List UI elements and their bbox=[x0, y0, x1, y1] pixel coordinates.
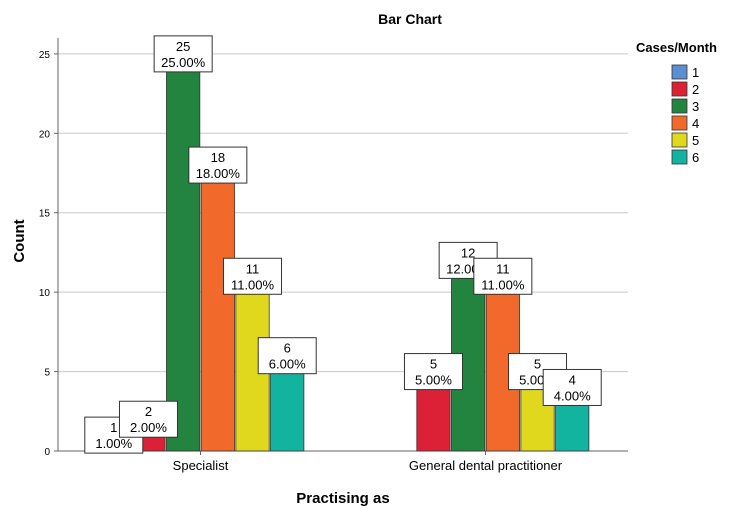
data-label-count: 11 bbox=[496, 261, 510, 276]
data-label-box bbox=[257, 337, 317, 375]
legend-label: 5 bbox=[692, 133, 699, 148]
data-label-percent: 6.00% bbox=[269, 357, 306, 372]
data-label-count: 1 bbox=[110, 420, 117, 435]
data-label-count: 5 bbox=[534, 357, 541, 372]
legend-swatch-4 bbox=[671, 115, 688, 131]
y-axis-ticks: 0 5 10 15 20 25 bbox=[39, 50, 58, 458]
y-axis-title: Count bbox=[11, 219, 28, 262]
data-label-count: 6 bbox=[284, 341, 291, 356]
data-label-box bbox=[188, 146, 248, 184]
data-label-percent: 25.00% bbox=[161, 55, 206, 70]
y-tick-label: 20 bbox=[39, 129, 51, 140]
y-tick-label: 10 bbox=[39, 288, 51, 299]
data-label-percent: 5.00% bbox=[415, 373, 452, 388]
data-labels: 11.00%22.00%2525.00%1818.00%1111.00%66.0… bbox=[84, 35, 602, 454]
legend-label: 6 bbox=[692, 150, 699, 165]
data-label-percent: 11.00% bbox=[481, 277, 525, 292]
chart-title: Bar Chart bbox=[378, 11, 442, 27]
y-tick-label: 5 bbox=[44, 368, 50, 379]
y-tick-label: 15 bbox=[39, 209, 51, 220]
y-tick-label: 25 bbox=[39, 50, 51, 61]
legend-label: 2 bbox=[692, 82, 699, 97]
legend-label: 4 bbox=[692, 116, 699, 131]
legend-label: 3 bbox=[692, 99, 699, 114]
data-label-count: 5 bbox=[430, 357, 437, 372]
data-label-count: 18 bbox=[211, 150, 225, 165]
legend-swatch-1 bbox=[671, 64, 688, 80]
legend-swatch-5 bbox=[671, 132, 688, 148]
bar-series-3 bbox=[166, 53, 201, 452]
legend-title: Cases/Month bbox=[636, 40, 717, 55]
data-label-box bbox=[153, 35, 213, 73]
data-label-count: 12 bbox=[461, 245, 475, 260]
data-label-percent: 11.00% bbox=[231, 277, 275, 292]
data-label-count: 2 bbox=[145, 404, 152, 419]
data-label-count: 4 bbox=[569, 372, 576, 387]
legend-swatch-6 bbox=[671, 149, 688, 165]
x-category-label: General dental practitioner bbox=[409, 458, 563, 473]
legend-swatch-3 bbox=[671, 98, 688, 114]
y-tick-label: 0 bbox=[44, 447, 50, 458]
data-label-box bbox=[118, 400, 178, 438]
x-axis-categories: Specialist General dental practitioner bbox=[173, 451, 563, 473]
legend-label: 1 bbox=[692, 65, 699, 80]
data-label-percent: 18.00% bbox=[196, 166, 241, 181]
data-label-count: 11 bbox=[246, 261, 260, 276]
legend-swatch-2 bbox=[671, 81, 688, 97]
data-label-count: 25 bbox=[176, 39, 190, 54]
x-axis-title: Practising as bbox=[296, 490, 389, 506]
data-label-percent: 2.00% bbox=[130, 420, 167, 435]
legend: Cases/Month 1 2 3 4 5 6 bbox=[636, 40, 717, 165]
data-label-box bbox=[473, 257, 533, 295]
bar-series-4 bbox=[200, 164, 235, 452]
data-label-box bbox=[403, 353, 463, 391]
data-label-box bbox=[223, 257, 283, 295]
data-label-percent: 1.00% bbox=[95, 436, 132, 451]
x-category-label: Specialist bbox=[173, 458, 229, 473]
data-label-percent: 4.00% bbox=[554, 388, 591, 403]
bars bbox=[96, 53, 590, 452]
data-label-box bbox=[542, 368, 602, 406]
